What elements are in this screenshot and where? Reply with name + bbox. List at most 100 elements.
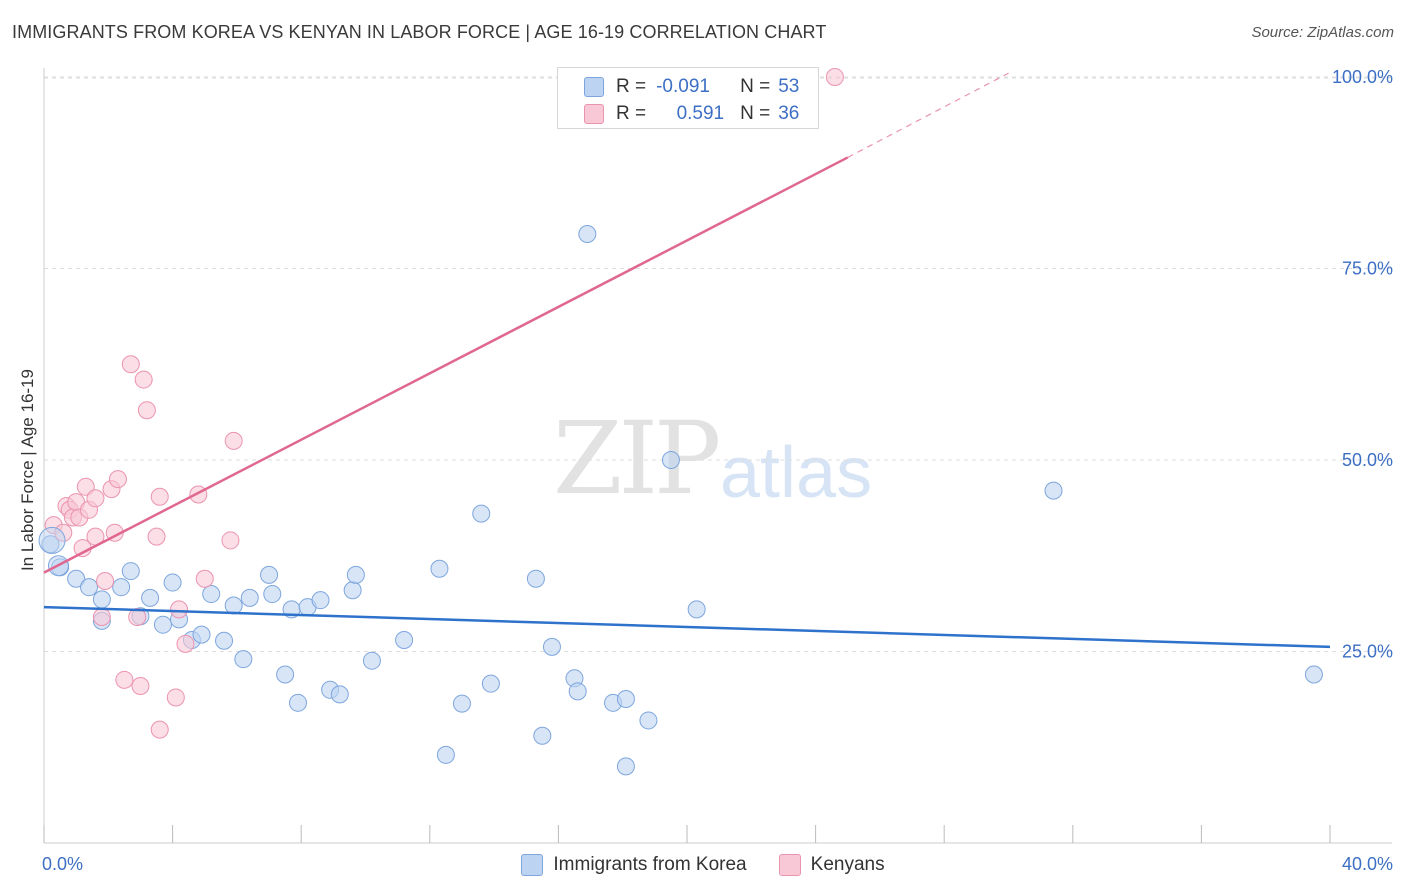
kenya-point <box>76 477 95 496</box>
korea-point <box>288 693 307 712</box>
korea-point <box>224 596 243 615</box>
korea-point <box>616 689 635 708</box>
legend-n-label: N = <box>740 76 771 97</box>
korea-point <box>192 625 211 644</box>
legend-r-value: -0.091 <box>656 76 710 97</box>
axes <box>43 68 1392 844</box>
korea-point <box>533 726 552 745</box>
korea-point <box>260 565 279 584</box>
korea-point <box>80 578 99 597</box>
kenya-swatch <box>584 104 604 124</box>
watermark-atlas: atlas <box>720 433 873 513</box>
kenya-point <box>137 401 156 420</box>
korea-point <box>141 588 160 607</box>
tick-labels: 25.0% 50.0% 75.0% 100.0% 0.0% 40.0% <box>42 67 1393 874</box>
kenya-point <box>121 355 140 374</box>
grid-lines <box>44 76 1392 652</box>
x-tick-label: 40.0% <box>1342 854 1393 874</box>
korea-point <box>343 581 362 600</box>
korea-point <box>1044 481 1063 500</box>
kenya-point <box>224 431 243 450</box>
kenya-trend-line <box>43 156 849 574</box>
watermark-zip: ZIP <box>553 400 721 517</box>
legend-r-value: 0.591 <box>676 103 725 124</box>
korea-point <box>1304 665 1323 684</box>
korea-point <box>362 651 381 670</box>
korea-point <box>639 711 658 730</box>
legend-n-value: 36 <box>778 103 800 124</box>
y-tick-label: 50.0% <box>1342 450 1393 470</box>
korea-point <box>112 578 131 597</box>
legend-row-korea: R = -0.091 N = 53 <box>584 74 799 100</box>
chart-title: IMMIGRANTS FROM KOREA VS KENYAN IN LABOR… <box>12 22 827 42</box>
korea-point <box>687 600 706 619</box>
kenya-point <box>166 688 185 707</box>
korea-point <box>202 585 221 604</box>
kenya-point <box>170 600 189 619</box>
korea-point <box>542 637 561 656</box>
kenya-legend-swatch <box>778 854 801 876</box>
kenya-point <box>147 527 166 546</box>
y-tick-label: 75.0% <box>1342 259 1393 279</box>
korea-point <box>578 225 597 244</box>
korea-point <box>263 585 282 604</box>
series-legend: Immigrants from Korea Kenyans <box>0 852 1406 878</box>
kenya-point <box>128 608 147 627</box>
korea-point <box>38 526 66 554</box>
kenya-point <box>134 370 153 389</box>
korea-point <box>240 588 259 607</box>
legend-item-korea[interactable]: Immigrants from Korea <box>521 854 747 876</box>
source-credit: Source: ZipAtlas.com <box>1251 24 1394 41</box>
y-tick-label: 100.0% <box>1332 67 1393 87</box>
legend-n-label: N = <box>740 103 771 124</box>
kenya-point <box>825 68 844 86</box>
legend-r-label: R = <box>616 76 647 97</box>
korea-point <box>472 504 491 523</box>
trend-lines <box>43 72 1331 649</box>
korea-point <box>395 631 414 650</box>
korea-point <box>215 631 234 650</box>
korea-point <box>568 682 587 701</box>
kenya-point <box>115 670 134 689</box>
legend-item-kenyans[interactable]: Kenyans <box>778 854 885 876</box>
kenya-point <box>150 720 169 739</box>
korea-point <box>346 565 365 584</box>
legend-row-kenya: R = 0.591 N = 36 <box>584 101 799 127</box>
kenya-point <box>108 470 127 489</box>
kenya-trend-extension <box>847 72 1009 158</box>
korea-trend-line <box>43 605 1331 649</box>
legend-r-label: R = <box>616 103 647 124</box>
kenya-point <box>92 608 111 627</box>
x-tick-label: 0.0% <box>42 854 83 874</box>
korea-point <box>330 685 349 704</box>
legend-n-value: 53 <box>778 76 800 97</box>
korea-point <box>276 665 295 684</box>
korea-swatch <box>584 77 604 97</box>
correlation-legend: R = -0.091 N = 53 R = 0.591 N = 36 <box>557 67 819 129</box>
korea-point <box>430 559 449 578</box>
korea-point <box>526 569 545 588</box>
korea-point <box>311 591 330 610</box>
korea-point <box>481 674 500 693</box>
y-tick-label: 25.0% <box>1342 642 1393 662</box>
korea-point <box>153 615 172 634</box>
kenya-point <box>131 676 150 695</box>
kenya-legend-label: Kenyans <box>810 854 885 875</box>
korea-point <box>234 650 253 669</box>
korea-legend-swatch <box>521 854 544 876</box>
korea-legend-label: Immigrants from Korea <box>553 854 747 875</box>
korea-point <box>661 451 680 469</box>
data-points <box>38 68 1323 776</box>
kenya-point <box>195 569 214 588</box>
kenya-point <box>221 531 240 550</box>
korea-point <box>121 562 140 581</box>
korea-point <box>452 694 471 713</box>
kenya-point <box>96 572 115 591</box>
kenya-point <box>150 487 169 506</box>
korea-point <box>616 757 635 776</box>
korea-point <box>436 745 455 764</box>
kenya-point <box>176 634 195 653</box>
korea-point <box>92 590 111 609</box>
korea-point <box>163 573 182 592</box>
